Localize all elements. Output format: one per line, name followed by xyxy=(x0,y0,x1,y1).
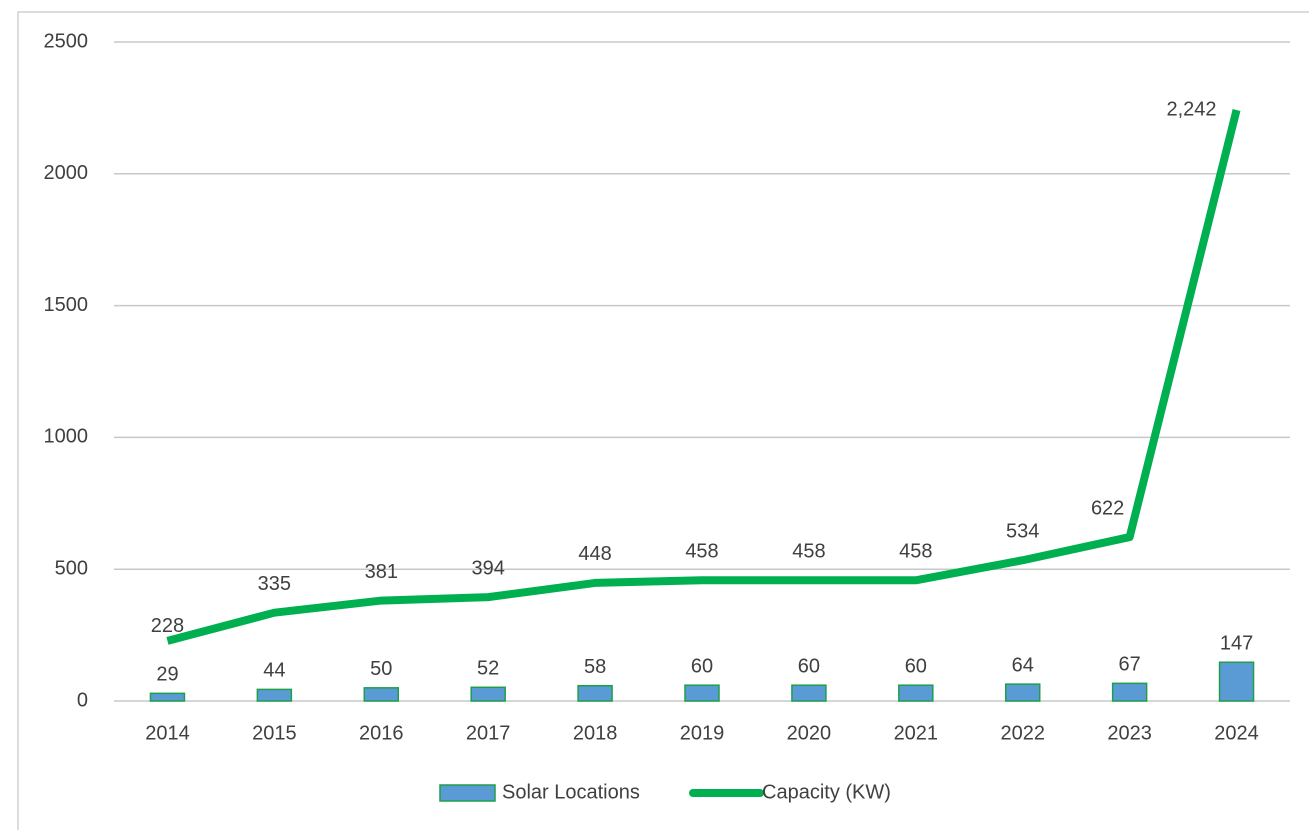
line-value-label: 458 xyxy=(899,541,932,563)
bar-value-label: 64 xyxy=(1012,654,1034,676)
chart-frame xyxy=(17,11,1309,830)
bar-value-label: 58 xyxy=(584,656,606,678)
x-tick-label: 2014 xyxy=(145,722,190,744)
y-tick-label: 1500 xyxy=(44,294,89,316)
bar xyxy=(1004,683,1041,702)
y-tick-label: 2000 xyxy=(44,162,89,184)
bar xyxy=(149,692,186,702)
bar-value-label: 67 xyxy=(1119,654,1141,676)
line-value-label: 458 xyxy=(792,541,825,563)
x-tick-label: 2015 xyxy=(252,722,297,744)
x-tick-label: 2024 xyxy=(1214,722,1259,744)
y-tick-label: 0 xyxy=(77,689,88,711)
line xyxy=(166,109,1241,645)
bar-value-label: 29 xyxy=(156,664,178,686)
bar xyxy=(1218,661,1255,702)
bar-value-label: 60 xyxy=(905,655,927,677)
y-tick-label: 1000 xyxy=(44,426,89,448)
bar xyxy=(898,684,934,702)
bar xyxy=(1111,682,1148,702)
legend-swatch xyxy=(439,784,496,802)
line-value-label: 228 xyxy=(151,615,184,637)
line-value-label: 448 xyxy=(578,543,611,565)
bar xyxy=(577,684,613,702)
x-tick-label: 2019 xyxy=(680,722,725,744)
y-tick-label: 500 xyxy=(55,557,88,579)
line-value-label: 335 xyxy=(258,573,291,595)
bar-value-label: 60 xyxy=(691,655,713,677)
bar xyxy=(791,684,827,702)
x-tick-label: 2021 xyxy=(894,722,939,744)
bar-value-label: 44 xyxy=(263,660,285,682)
line-value-label: 458 xyxy=(685,541,718,563)
x-tick-label: 2018 xyxy=(573,722,618,744)
x-tick-label: 2022 xyxy=(1000,722,1045,744)
legend-label: Solar Locations xyxy=(502,781,640,803)
x-tick-label: 2020 xyxy=(787,722,832,744)
line-value-label: 534 xyxy=(1006,521,1039,543)
bar xyxy=(256,688,293,702)
x-tick-label: 2023 xyxy=(1107,722,1152,744)
bar-value-label: 52 xyxy=(477,658,499,680)
y-tick-label: 2500 xyxy=(44,30,89,52)
line-value-label: 381 xyxy=(365,561,398,583)
bar-value-label: 50 xyxy=(370,658,392,680)
x-tick-label: 2016 xyxy=(359,722,404,744)
bar xyxy=(470,686,506,702)
line-value-label: 394 xyxy=(471,557,504,579)
bar xyxy=(684,684,720,702)
bar-value-label: 60 xyxy=(798,655,820,677)
bar-value-label: 147 xyxy=(1220,633,1253,655)
line-value-label: 622 xyxy=(1091,497,1124,519)
bar xyxy=(363,687,400,702)
legend-label: Capacity (KW) xyxy=(762,781,891,803)
line-value-label: 2,242 xyxy=(1166,98,1216,120)
x-tick-label: 2017 xyxy=(466,722,511,744)
